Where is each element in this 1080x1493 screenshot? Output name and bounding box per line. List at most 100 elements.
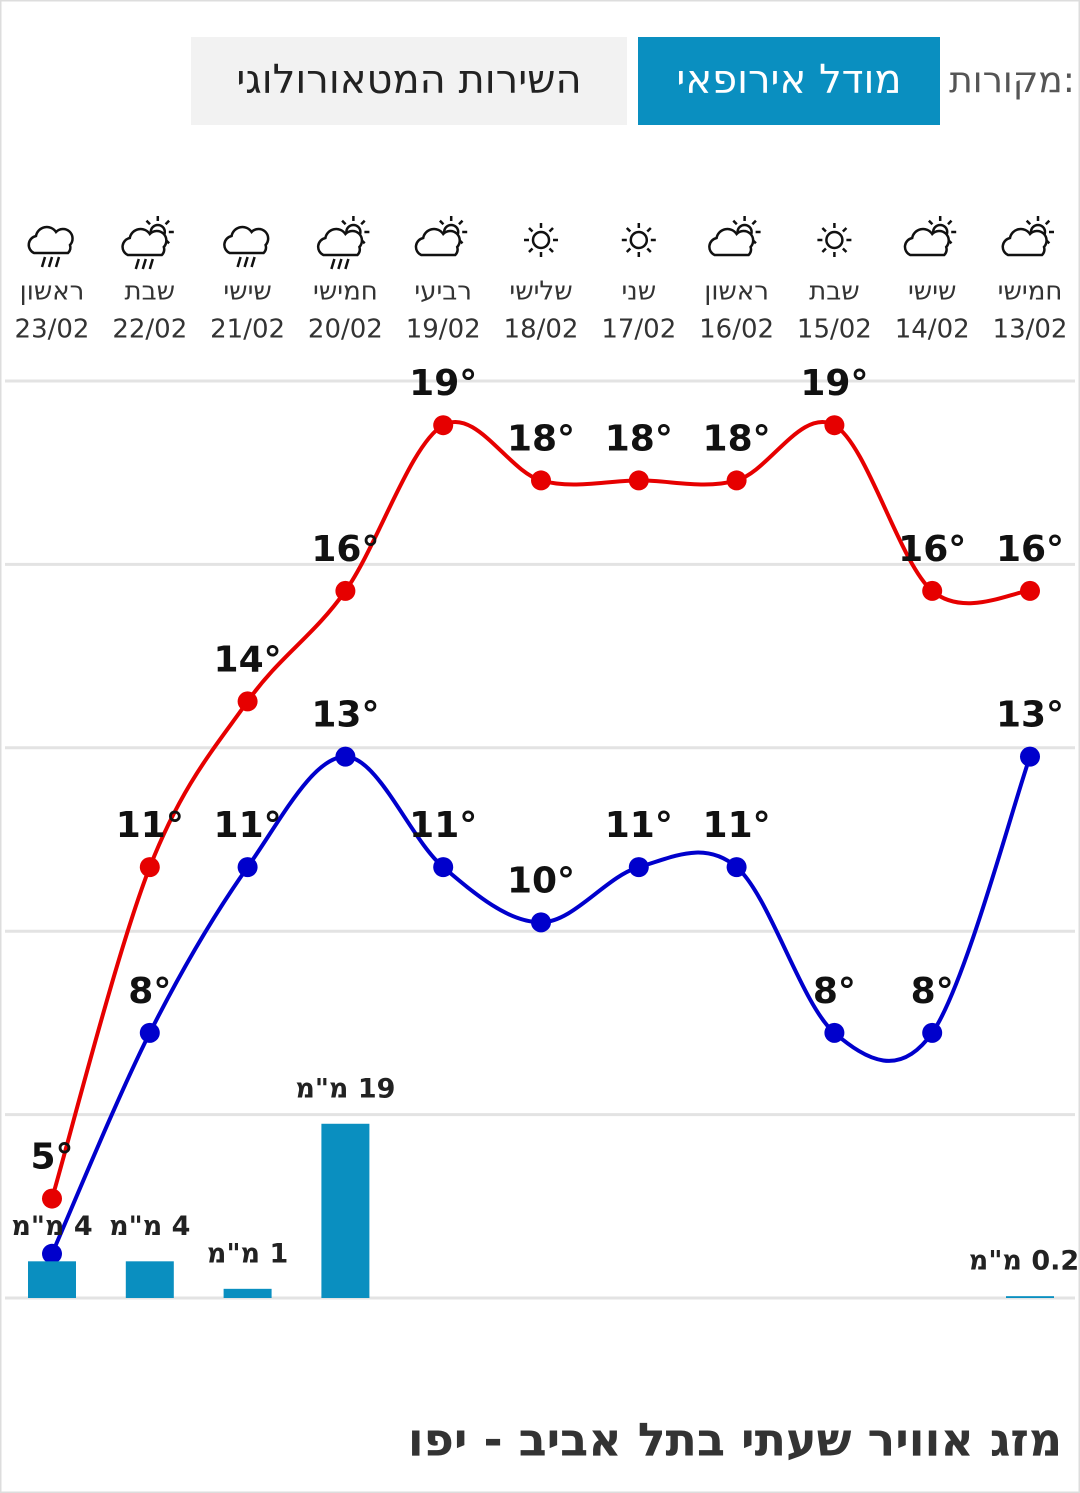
- x-tick-label: 16/02: [699, 315, 774, 345]
- x-tick-label: 15/02: [797, 315, 872, 345]
- icon-ray: [947, 219, 953, 226]
- point: [237, 857, 258, 878]
- point: [531, 912, 551, 933]
- tab-active[interactable]: [638, 37, 940, 125]
- point: [433, 857, 454, 878]
- weather-icon: [223, 225, 270, 268]
- day-name: ראשון: [704, 277, 769, 307]
- icon-drop: [47, 256, 54, 268]
- icon-drop: [330, 258, 336, 270]
- icon-drop: [54, 256, 61, 268]
- icon-ray: [1025, 219, 1032, 226]
- bar: [125, 1261, 174, 1298]
- bar: [1006, 1296, 1054, 1298]
- data-label: 11°: [703, 805, 771, 846]
- icon-drop: [250, 256, 256, 268]
- point: [922, 580, 943, 601]
- day-name: שבת: [809, 277, 860, 307]
- icon-ray: [528, 227, 534, 233]
- day-name: שישי: [908, 277, 956, 307]
- x-tick-label: 14/02: [895, 315, 970, 345]
- data-label: 13°: [996, 695, 1064, 736]
- x-tick-label: 17/02: [601, 315, 676, 345]
- day-name: חמישי: [313, 277, 378, 307]
- icon-cloud: [27, 225, 74, 255]
- point: [42, 1188, 62, 1209]
- tab[interactable]: [191, 37, 627, 125]
- x-tick-label: 18/02: [504, 315, 579, 345]
- sources-label: מקורות:: [949, 60, 1075, 101]
- point: [433, 415, 454, 436]
- point: [335, 746, 356, 767]
- icon-sun: [531, 230, 551, 250]
- data-label: 5°: [30, 1137, 73, 1178]
- icon-drop: [141, 258, 147, 270]
- icon-drop: [337, 258, 343, 270]
- point: [139, 857, 160, 878]
- x-tick-label: 23/02: [15, 315, 90, 345]
- data-label: 18°: [507, 418, 575, 459]
- icon-ray: [439, 219, 445, 226]
- data-label: 8°: [911, 971, 954, 1012]
- weather-icon: [903, 216, 957, 257]
- weather-icon: [708, 216, 761, 257]
- icon-ray: [360, 219, 366, 226]
- weather-icon: [121, 216, 174, 270]
- point: [726, 470, 747, 491]
- icon-cloud: [708, 227, 755, 257]
- icon-cloud: [414, 227, 461, 257]
- icon-ray: [732, 219, 738, 226]
- icon-drop: [134, 258, 140, 270]
- icon-cloud: [1001, 227, 1048, 257]
- icon-drop: [148, 258, 154, 270]
- icon-cloud: [121, 227, 168, 257]
- data-label: 4 מ"מ: [109, 1211, 190, 1242]
- point: [1020, 746, 1040, 767]
- data-label: 10°: [507, 860, 575, 901]
- bar: [223, 1288, 272, 1298]
- point: [531, 470, 551, 491]
- data-label: 18°: [605, 418, 673, 459]
- data-label: 18°: [703, 418, 771, 459]
- data-label: 11°: [214, 805, 282, 846]
- data-label: 11°: [605, 805, 673, 846]
- data-label: 1 מ"מ: [207, 1238, 288, 1269]
- point: [628, 470, 649, 491]
- bar: [321, 1123, 370, 1298]
- icon-ray: [928, 219, 934, 226]
- data-label: 16°: [996, 529, 1064, 570]
- day-name: שני: [621, 277, 656, 307]
- icon-sun: [629, 230, 649, 250]
- data-label: 19°: [409, 363, 477, 404]
- icon-ray: [646, 227, 652, 233]
- data-label: 11°: [409, 805, 477, 846]
- icon-ray: [842, 247, 848, 253]
- data-label: 19 מ"מ: [295, 1073, 395, 1104]
- data-label: 11°: [116, 805, 184, 846]
- day-name: חמישי: [998, 277, 1063, 307]
- icon-ray: [821, 227, 827, 233]
- point: [922, 1022, 943, 1043]
- tab-label[interactable]: מודל אירופאי: [676, 57, 901, 103]
- point: [335, 580, 356, 601]
- bar: [28, 1261, 76, 1298]
- icon-drop: [236, 256, 242, 268]
- data-label: 4 מ"מ: [11, 1211, 92, 1242]
- icon-ray: [1044, 219, 1051, 226]
- icon-cloud: [223, 225, 270, 255]
- tab-label[interactable]: השירות המטאורולוגי: [236, 57, 581, 103]
- data-label: 8°: [128, 971, 171, 1012]
- icon-ray: [528, 247, 534, 253]
- data-label: 19°: [800, 363, 868, 404]
- icon-ray: [625, 227, 632, 233]
- icon-ray: [842, 227, 848, 233]
- x-tick-label: 21/02: [210, 315, 285, 345]
- weather-icon: [1001, 216, 1054, 257]
- data-label: 13°: [311, 695, 379, 736]
- icon-drop: [243, 256, 249, 268]
- x-tick-label: 22/02: [112, 315, 187, 345]
- x-tick-label: 19/02: [406, 315, 481, 345]
- icon-cloud: [903, 227, 950, 257]
